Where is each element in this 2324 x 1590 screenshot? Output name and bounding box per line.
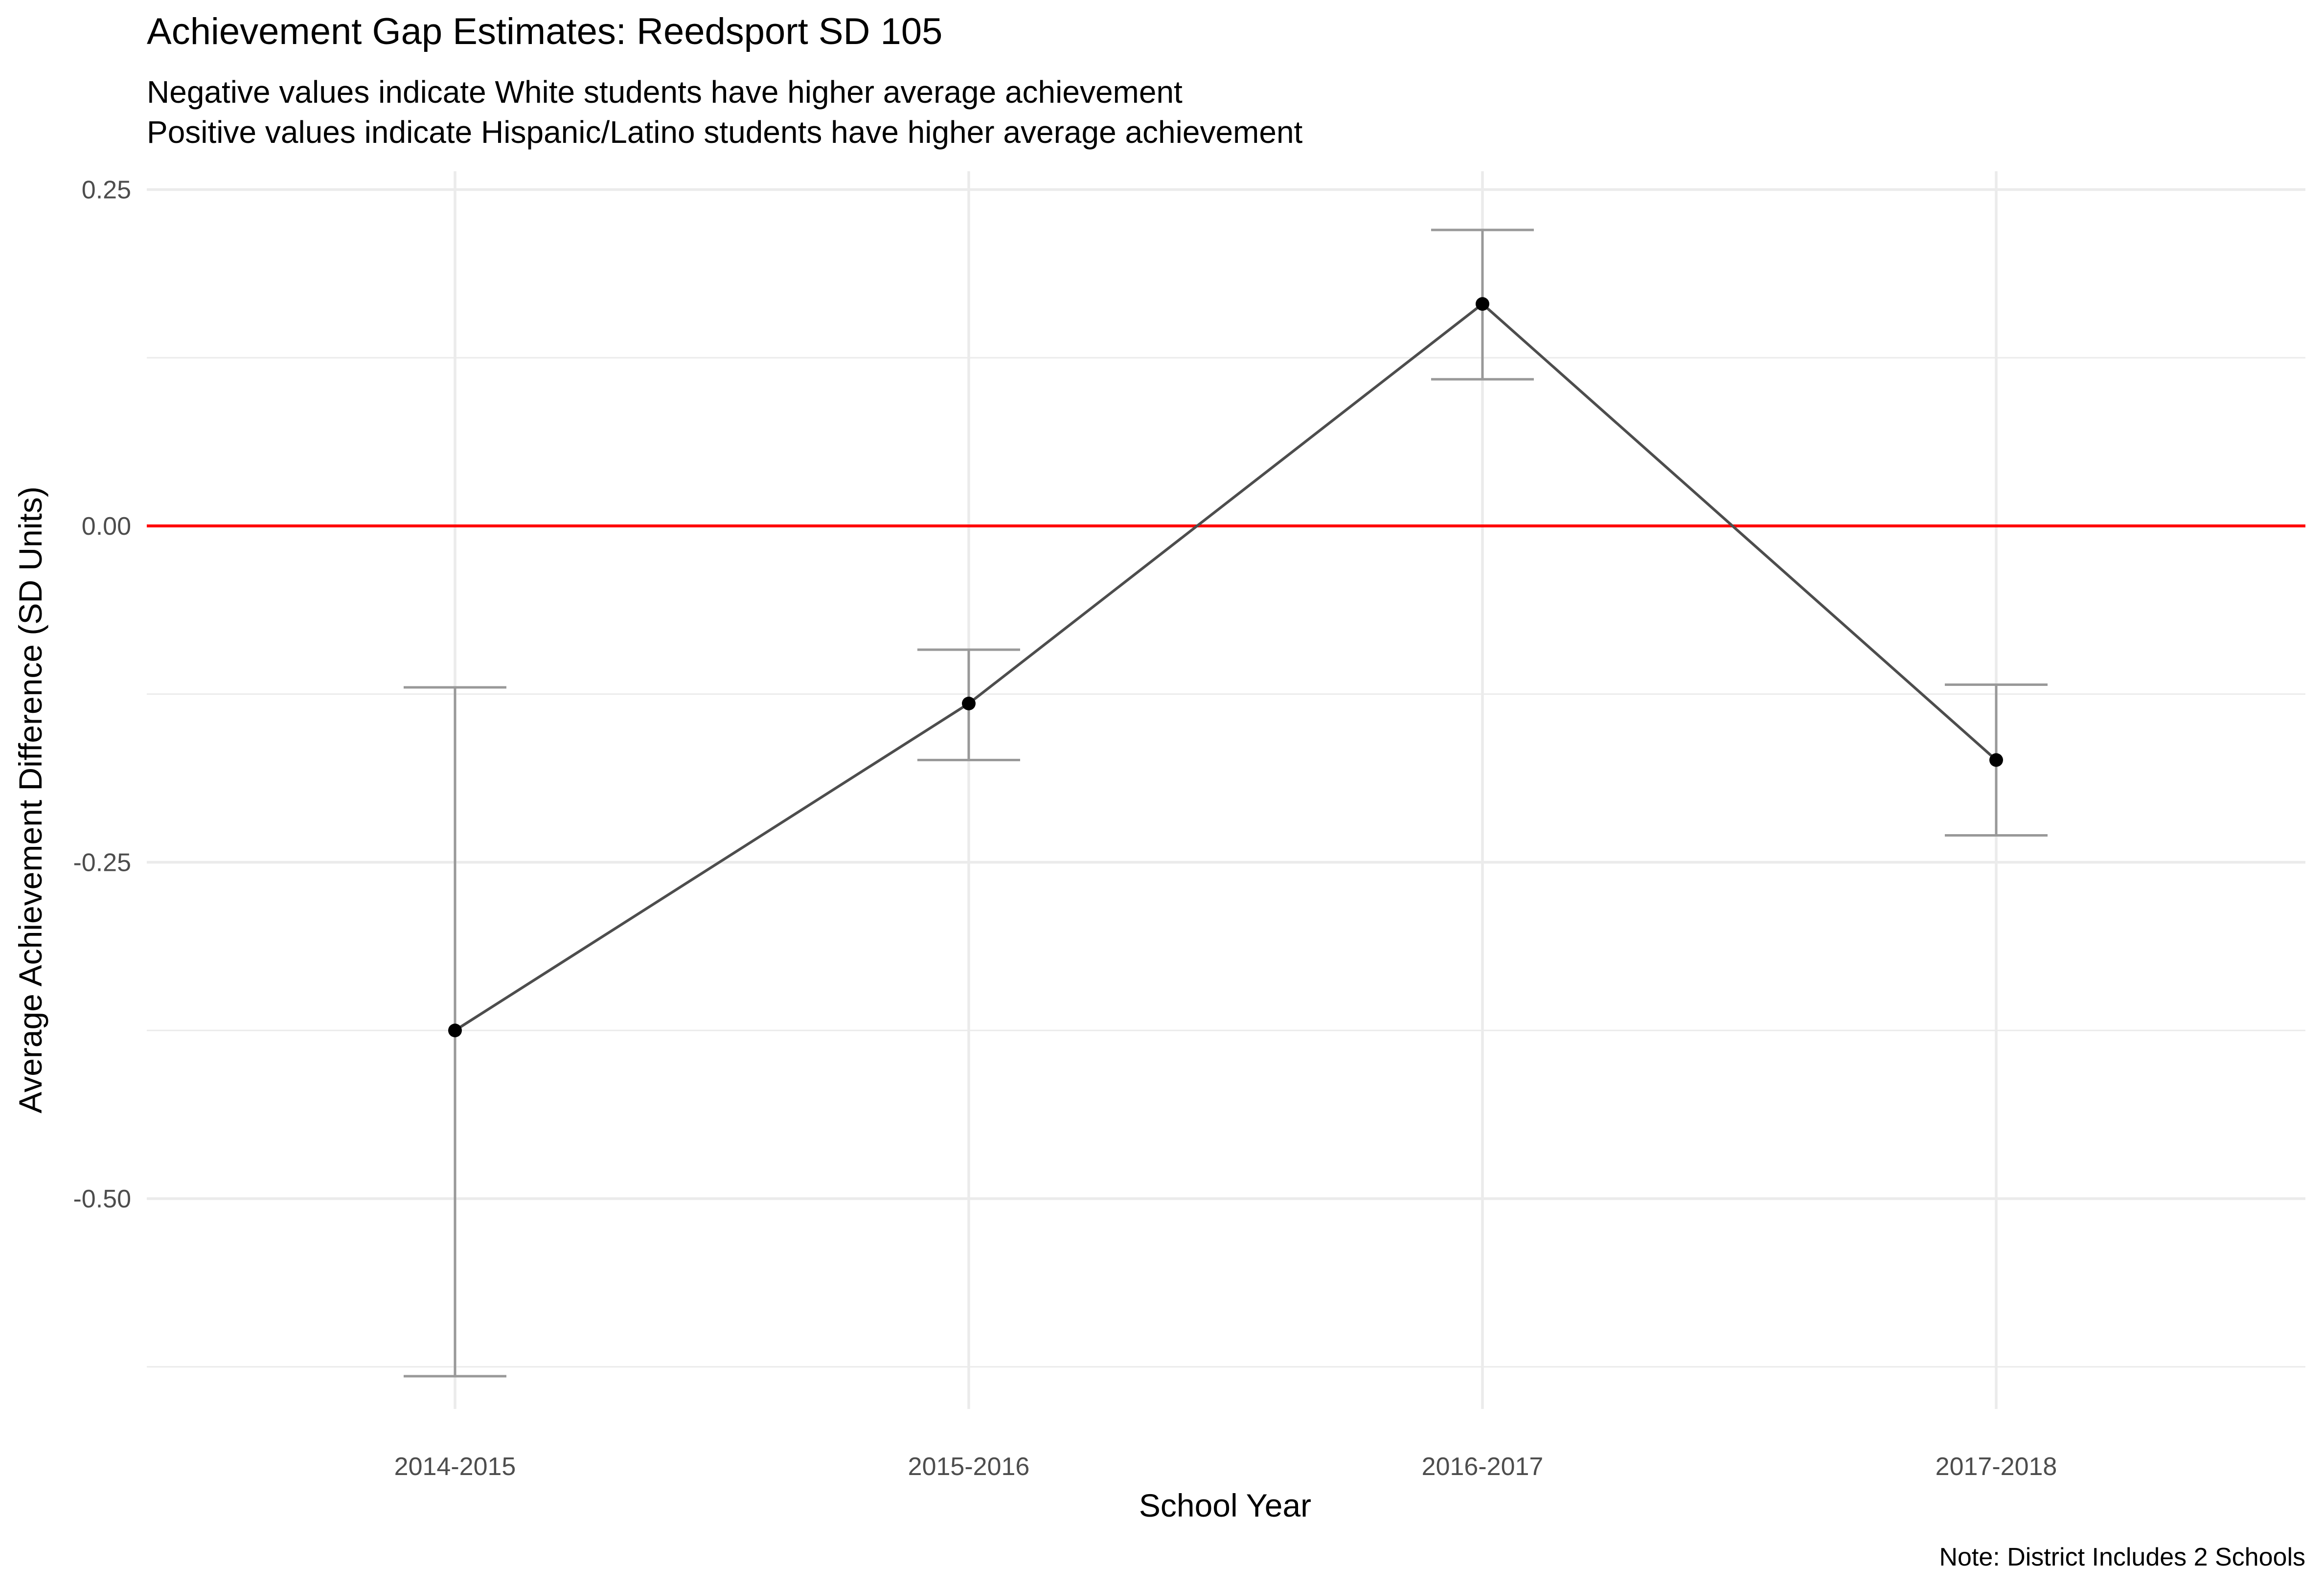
y-tick-label: 0.00 (82, 512, 131, 541)
y-tick-label: 0.25 (82, 176, 131, 204)
data-point (962, 697, 976, 710)
series-polyline (454, 302, 1997, 1032)
data-point (448, 1023, 462, 1038)
chart-subtitle-line-2: Positive values indicate Hispanic/Latino… (147, 114, 1303, 150)
y-tick-labels: 0.25 0.00 -0.25 -0.50 (73, 176, 131, 1214)
x-tick-label: 2015-2016 (908, 1453, 1030, 1481)
y-tick-label: -0.50 (73, 1185, 131, 1213)
chart-title: Achievement Gap Estimates: Reedsport SD … (147, 11, 942, 52)
chart-subtitle-line-1: Negative values indicate White students … (147, 74, 1183, 110)
chart-caption: Note: District Includes 2 Schools (1939, 1543, 2305, 1571)
data-points (448, 297, 2003, 1038)
grid (147, 171, 2305, 1409)
y-axis-title: Average Achievement Difference (SD Units… (12, 486, 48, 1113)
series-line (454, 302, 1997, 1032)
error-bars (404, 228, 2048, 1378)
x-tick-label: 2017-2018 (1936, 1453, 2057, 1481)
data-point (1989, 753, 2003, 767)
x-axis-title: School Year (1139, 1487, 1311, 1523)
data-point (1476, 297, 1489, 311)
y-tick-label: -0.25 (73, 849, 131, 877)
x-tick-label: 2016-2017 (1422, 1453, 1544, 1481)
x-tick-labels: 2014-2015 2015-2016 2016-2017 2017-2018 (394, 1453, 2057, 1481)
x-tick-label: 2014-2015 (394, 1453, 516, 1481)
